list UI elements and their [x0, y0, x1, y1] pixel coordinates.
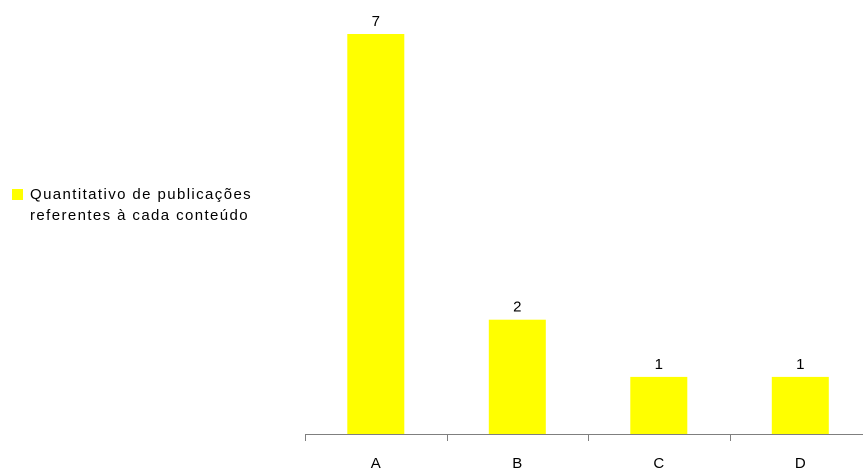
x-tick-label-b: B: [512, 455, 522, 472]
legend-label: Quantitativo de publicações referentes à…: [30, 186, 253, 224]
data-label-a: 7: [372, 13, 380, 30]
bar-d: [771, 376, 829, 434]
data-label-b: 2: [513, 299, 521, 316]
x-tick-label-a: A: [371, 455, 381, 472]
data-label-c: 1: [655, 356, 663, 373]
x-tick-label-d: D: [795, 455, 806, 472]
data-label-d: 1: [796, 356, 804, 373]
bar-c: [630, 376, 688, 434]
x-tick-label-c: C: [653, 455, 664, 472]
bar-b: [488, 319, 546, 434]
legend-swatch: [12, 189, 23, 200]
bar-a: [347, 34, 405, 434]
